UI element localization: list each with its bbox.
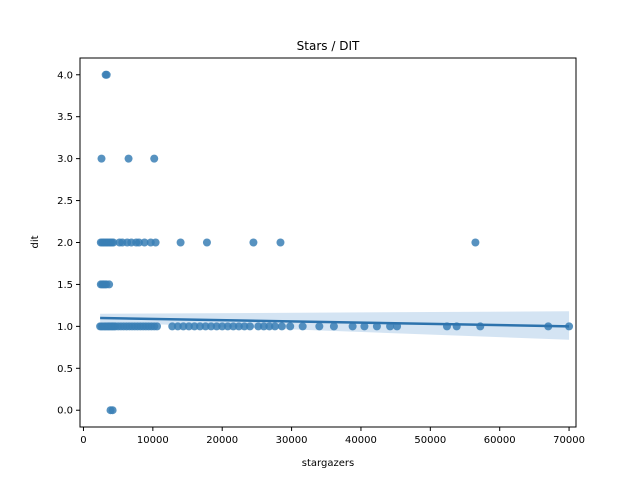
y-axis-label: dit — [30, 235, 41, 248]
data-point — [151, 238, 160, 247]
y-axis-ticks: 0.0 0.5 1.0 1.5 2.0 2.5 3.0 3.5 4.0 — [57, 70, 80, 417]
data-point — [201, 322, 210, 331]
data-point — [168, 322, 177, 331]
data-point — [276, 238, 285, 247]
data-point — [108, 406, 117, 415]
data-point — [179, 322, 188, 331]
x-tick-label: 10000 — [137, 435, 169, 446]
data-point — [240, 322, 249, 331]
data-point — [471, 238, 480, 247]
data-point — [176, 238, 185, 247]
y-tick-label: 3.5 — [57, 112, 73, 123]
x-axis-ticks: 0 10000 20000 30000 40000 50000 60000 70000 — [80, 427, 585, 446]
x-tick-label: 60000 — [484, 435, 516, 446]
data-point — [140, 238, 149, 247]
data-point — [234, 322, 243, 331]
regression-line — [100, 316, 570, 328]
data-point — [109, 238, 118, 247]
x-tick-label: 20000 — [206, 435, 238, 446]
data-point — [173, 322, 182, 331]
data-point — [153, 322, 162, 331]
data-point — [102, 70, 111, 79]
data-point — [259, 322, 268, 331]
y-tick-label: 1.5 — [57, 280, 73, 291]
data-point — [134, 238, 143, 247]
x-tick-label: 50000 — [414, 435, 446, 446]
data-point — [184, 322, 193, 331]
data-point — [212, 322, 221, 331]
points-layer — [96, 70, 574, 415]
data-point — [245, 322, 254, 331]
data-point — [249, 238, 258, 247]
y-tick-label: 3.0 — [57, 154, 73, 165]
data-point — [105, 280, 114, 289]
chart-title: Stars / DIT — [297, 39, 360, 53]
data-point — [202, 238, 211, 247]
data-point — [372, 322, 381, 331]
data-point — [254, 322, 263, 331]
data-point — [196, 322, 205, 331]
data-point — [265, 322, 274, 331]
x-axis-label: stargazers — [302, 458, 354, 469]
y-tick-label: 2.5 — [57, 196, 73, 207]
data-point — [298, 322, 307, 331]
y-tick-label: 2.0 — [57, 238, 73, 249]
data-point — [315, 322, 324, 331]
data-point — [124, 154, 133, 163]
x-tick-label: 40000 — [345, 435, 377, 446]
y-tick-label: 1.0 — [57, 322, 73, 333]
data-point — [277, 322, 286, 331]
data-point — [150, 154, 159, 163]
regression-line-layer — [100, 316, 570, 328]
data-point — [218, 322, 227, 331]
data-point — [223, 322, 232, 331]
data-point — [286, 322, 295, 331]
data-point — [190, 322, 199, 331]
y-tick-label: 0.0 — [57, 406, 73, 417]
x-tick-label: 30000 — [276, 435, 308, 446]
data-point — [329, 322, 338, 331]
data-point — [360, 322, 369, 331]
data-point — [229, 322, 238, 331]
data-point — [97, 154, 106, 163]
x-tick-label: 0 — [80, 435, 86, 446]
data-point — [207, 322, 216, 331]
data-point — [270, 322, 279, 331]
x-tick-label: 70000 — [553, 435, 585, 446]
y-tick-label: 4.0 — [57, 70, 73, 81]
y-tick-label: 0.5 — [57, 364, 73, 375]
data-point — [348, 322, 357, 331]
